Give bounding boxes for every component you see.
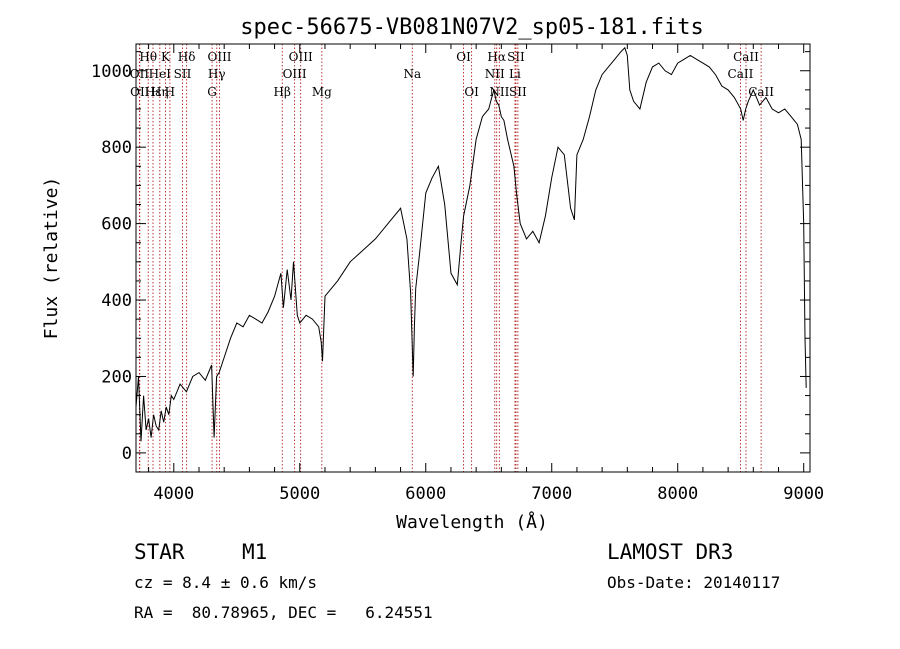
x-tick-label: 8000 <box>657 484 698 504</box>
spectral-line-label: Li <box>509 67 521 81</box>
spectral-line-label: Mg <box>312 85 332 99</box>
y-axis-ticks: 0 200 400 600 800 1000 <box>91 51 810 464</box>
radec-value: RA = 80.78965, DEC = 6.24551 <box>134 603 433 622</box>
spectral-line-label: OI <box>456 50 471 64</box>
spectral-line-label: Hε <box>145 85 162 99</box>
spectrum-line <box>135 46 807 442</box>
spectral-line-label: NII <box>489 85 509 99</box>
spectral-line-label: NII <box>485 67 505 81</box>
plot-frame <box>135 43 811 473</box>
y-tick-label: 600 <box>101 215 132 235</box>
cz-value: cz = 8.4 ± 0.6 km/s <box>134 573 318 592</box>
survey-label: LAMOST DR3 <box>607 540 734 564</box>
subclass-label: M1 <box>242 540 268 564</box>
spectral-line-label: CaII <box>748 85 774 99</box>
chart-title: spec-56675-VB081N07V2_sp05-181.fits <box>240 15 704 40</box>
spectral-line-label: Hγ <box>208 67 226 81</box>
spectral-line-label: K <box>161 50 171 64</box>
spectral-line-label: Na <box>403 67 421 81</box>
spectral-line-label: SII <box>174 67 192 81</box>
spectral-line-label: OIII <box>207 50 231 64</box>
y-tick-label: 800 <box>101 138 132 158</box>
spectral-line-label: Hη <box>151 85 169 99</box>
spectral-line-label: H <box>165 85 175 99</box>
spectral-line-label: OIII <box>289 50 313 64</box>
y-tick-label: 0 <box>122 444 132 464</box>
spectral-line-label: Hθ <box>139 50 157 64</box>
y-tick-label: 200 <box>101 367 132 387</box>
spectral-line-label: Hβ <box>274 85 291 99</box>
x-tick-label: 5000 <box>279 484 320 504</box>
class-label: STAR <box>134 540 185 564</box>
x-tick-label: 7000 <box>531 484 572 504</box>
spectral-line-label: SII <box>507 50 525 64</box>
y-tick-label: 1000 <box>91 62 132 82</box>
spectral-line-label: SII <box>509 85 527 99</box>
spectral-line-label: Hδ <box>178 50 196 64</box>
x-axis-label: Wavelength (Å) <box>396 511 548 533</box>
x-axis-ticks: 4000 5000 6000 7000 8000 9000 <box>148 44 824 504</box>
y-axis-label: Flux (relative) <box>41 177 62 340</box>
x-tick-label: 4000 <box>153 484 194 504</box>
spectral-line-label: CaII <box>728 67 754 81</box>
spectral-line-label: Hα <box>487 50 506 64</box>
y-tick-label: 400 <box>101 291 132 311</box>
spectral-line-label: CaII <box>733 50 759 64</box>
spectral-line-label: OII <box>130 85 150 99</box>
x-tick-label: 9000 <box>783 484 824 504</box>
spectral-line-label: HeI <box>149 67 172 81</box>
spectral-line-label: OIII <box>283 67 307 81</box>
obs-date: Obs-Date: 20140117 <box>607 573 781 592</box>
spectral-line-label: OI <box>464 85 479 99</box>
spectral-line-label: G <box>207 85 217 99</box>
x-tick-label: 6000 <box>405 484 446 504</box>
